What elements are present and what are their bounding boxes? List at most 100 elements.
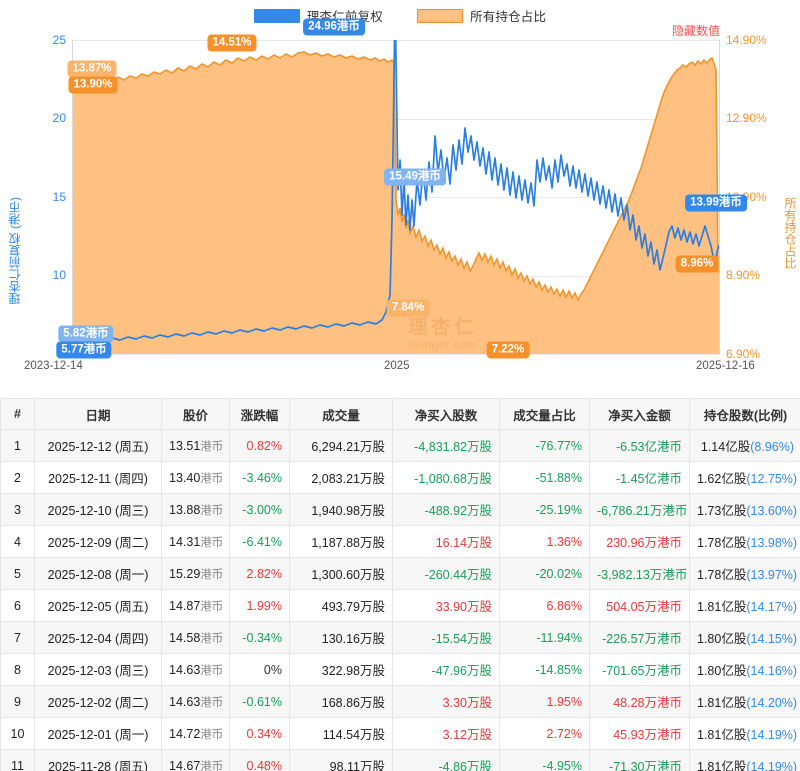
cell-net-amount: 504.05万港币 xyxy=(589,589,690,622)
cell-price: 14.72港币 xyxy=(161,717,230,750)
cell-change: -6.41% xyxy=(229,525,290,558)
cell-price: 13.88港币 xyxy=(161,493,230,526)
tag-price-last[interactable]: 13.99港币 xyxy=(685,194,747,212)
hidden-values-note[interactable]: 隐藏数值 xyxy=(672,24,721,38)
cell-change: 0.48% xyxy=(229,749,290,771)
cell-holding: 1.81亿股(14.19%) xyxy=(689,717,800,750)
table-row[interactable]: 6 2025-12-05 (周五) 14.87港币 1.99% 493.79万股 33.9… xyxy=(0,589,800,622)
table-row[interactable]: 2 2025-12-11 (周四) 13.40港币 -3.46% 2,083.21万股 -… xyxy=(0,461,800,494)
cell-holding: 1.81亿股(14.19%) xyxy=(689,749,800,771)
col-index[interactable]: # xyxy=(0,398,35,430)
x-axis-tick-end: 2025-12-16 xyxy=(696,360,755,372)
cell-date[interactable]: 2025-12-04 (周四) xyxy=(34,621,162,654)
table-row[interactable]: 5 2025-12-08 (周一) 15.29港币 2.82% 1,300.60万股 -2… xyxy=(0,557,800,590)
cell-holding: 1.81亿股(14.20%) xyxy=(689,685,800,718)
cell-price: 13.51港币 xyxy=(161,429,230,462)
cell-date[interactable]: 2025-12-12 (周五) xyxy=(34,429,162,462)
cell-date[interactable]: 2025-12-10 (周三) xyxy=(34,493,162,526)
cell-date[interactable]: 2025-12-05 (周五) xyxy=(34,589,162,622)
cell-date[interactable]: 2025-12-09 (周二) xyxy=(34,525,162,558)
cell-change: -3.00% xyxy=(229,493,290,526)
cell-volume-pct: -20.02% xyxy=(499,557,590,590)
cell-date[interactable]: 2025-12-02 (周二) xyxy=(34,685,162,718)
cell-volume: 130.16万股 xyxy=(289,621,393,654)
cell-index: 11 xyxy=(0,749,35,771)
cell-net-amount: -1.45亿港币 xyxy=(589,461,690,494)
tag-hold-last[interactable]: 8.96% xyxy=(675,255,719,273)
cell-volume-pct: -25.19% xyxy=(499,493,590,526)
cell-index: 3 xyxy=(0,493,35,526)
table-row[interactable]: 4 2025-12-09 (周二) 14.31港币 -6.41% 1,187.88万股 1… xyxy=(0,525,800,558)
tag-price-start[interactable]: 5.77港币 xyxy=(56,341,112,359)
cell-volume: 114.54万股 xyxy=(289,717,393,750)
holdings-table-wrap[interactable]: # 日期 股价 涨跌幅 成交量 净买入股数 成交量占比 净买入金额 持仓股数(比… xyxy=(0,398,800,771)
legend-item-holding[interactable]: 所有持仓占比 xyxy=(417,6,546,25)
table-row[interactable]: 3 2025-12-10 (周三) 13.88港币 -3.00% 1,940.98万股 -… xyxy=(0,493,800,526)
cell-price: 14.67港币 xyxy=(161,749,230,771)
tag-price-peak[interactable]: 24.96港币 xyxy=(303,18,365,36)
cell-net-shares: 33.90万股 xyxy=(392,589,500,622)
cell-index: 5 xyxy=(0,557,35,590)
tag-hold-start[interactable]: 13.90% xyxy=(68,76,118,94)
cell-net-amount: -3,982.13万港币 xyxy=(589,557,690,590)
cell-price: 15.29港币 xyxy=(161,557,230,590)
legend-label-holding: 所有持仓占比 xyxy=(470,10,547,24)
cell-index: 2 xyxy=(0,461,35,494)
cell-index: 7 xyxy=(0,621,35,654)
col-price[interactable]: 股价 xyxy=(161,398,230,430)
right-axis-tick-690: 6.90% xyxy=(726,347,761,361)
col-net-amount[interactable]: 净买入金额 xyxy=(589,398,690,430)
cell-holding: 1.62亿股(12.75%) xyxy=(689,461,800,494)
holdings-table: # 日期 股价 涨跌幅 成交量 净买入股数 成交量占比 净买入金额 持仓股数(比… xyxy=(0,398,800,771)
cell-index: 8 xyxy=(0,653,35,686)
watermark-logo: 理杏仁 xyxy=(408,317,478,338)
tag-price-start-soft[interactable]: 5.82港币 xyxy=(58,325,114,343)
table-row[interactable]: 8 2025-12-03 (周三) 14.63港币 0% 322.98万股 -47.96万… xyxy=(0,653,800,686)
cell-index: 1 xyxy=(0,429,35,462)
cell-net-amount: 230.96万港币 xyxy=(589,525,690,558)
left-axis-title: 理杏仁前复权 (港币) xyxy=(8,197,22,305)
x-axis-tick-start: 2023-12-14 xyxy=(24,360,83,372)
left-axis-line xyxy=(72,40,73,354)
cell-date[interactable]: 2025-11-28 (周五) xyxy=(34,749,162,771)
table-row[interactable]: 1 2025-12-12 (周五) 13.51港币 0.82% 6,294.21万股 -4… xyxy=(0,429,800,462)
cell-net-shares: -15.54万股 xyxy=(392,621,500,654)
cell-date[interactable]: 2025-12-08 (周一) xyxy=(34,557,162,590)
table-row[interactable]: 7 2025-12-04 (周四) 14.58港币 -0.34% 130.16万股 -15… xyxy=(0,621,800,654)
cell-volume: 6,294.21万股 xyxy=(289,429,393,462)
table-row[interactable]: 11 2025-11-28 (周五) 14.67港币 0.48% 98.11万股 -4.8… xyxy=(0,749,800,771)
table-row[interactable]: 9 2025-12-02 (周二) 14.63港币 -0.61% 168.86万股 3.3… xyxy=(0,685,800,718)
tag-hold-high-soft[interactable]: 13.87% xyxy=(67,60,117,78)
cell-volume: 1,300.60万股 xyxy=(289,557,393,590)
cell-holding: 1.81亿股(14.17%) xyxy=(689,589,800,622)
col-date[interactable]: 日期 xyxy=(34,398,162,430)
cell-price: 14.87港币 xyxy=(161,589,230,622)
cell-price: 14.63港币 xyxy=(161,685,230,718)
legend-swatch-icon-price xyxy=(253,8,300,23)
stock-holding-chart[interactable]: 理杏仁前复权 所有持仓占比 隐藏数值 25 20 15 10 5 14.90% … xyxy=(0,0,800,398)
tag-price-mid[interactable]: 15.49港币 xyxy=(384,168,446,186)
tag-hold-peak[interactable]: 14.51% xyxy=(207,34,257,52)
col-volume-pct[interactable]: 成交量占比 xyxy=(499,398,590,430)
cell-net-amount: -71.30万港币 xyxy=(589,749,690,771)
col-change[interactable]: 涨跌幅 xyxy=(229,398,290,430)
col-volume[interactable]: 成交量 xyxy=(289,398,393,430)
tag-hold-mid-soft[interactable]: 7.84% xyxy=(386,299,430,317)
left-axis-tick-20: 20 xyxy=(52,111,66,125)
cell-net-amount: 48.28万港币 xyxy=(589,685,690,718)
col-holding[interactable]: 持仓股数(比例) xyxy=(689,398,800,430)
tag-hold-low[interactable]: 7.22% xyxy=(486,341,530,359)
cell-date[interactable]: 2025-12-03 (周三) xyxy=(34,653,162,686)
cell-date[interactable]: 2025-12-01 (周一) xyxy=(34,717,162,750)
cell-holding: 1.73亿股(13.60%) xyxy=(689,493,800,526)
plot-area[interactable] xyxy=(72,40,720,355)
cell-date[interactable]: 2025-12-11 (周四) xyxy=(34,461,162,494)
cell-net-shares: -488.92万股 xyxy=(392,493,500,526)
cell-holding: 1.80亿股(14.16%) xyxy=(689,653,800,686)
left-axis-tick-10: 10 xyxy=(52,268,66,282)
table-row[interactable]: 10 2025-12-01 (周一) 14.72港币 0.34% 114.54万股 3.1… xyxy=(0,717,800,750)
legend-swatch-icon-holding xyxy=(417,8,463,23)
col-net-shares[interactable]: 净买入股数 xyxy=(392,398,500,430)
cell-net-amount: -6.53亿港币 xyxy=(589,429,690,462)
cell-net-amount: -226.57万港币 xyxy=(589,621,690,654)
